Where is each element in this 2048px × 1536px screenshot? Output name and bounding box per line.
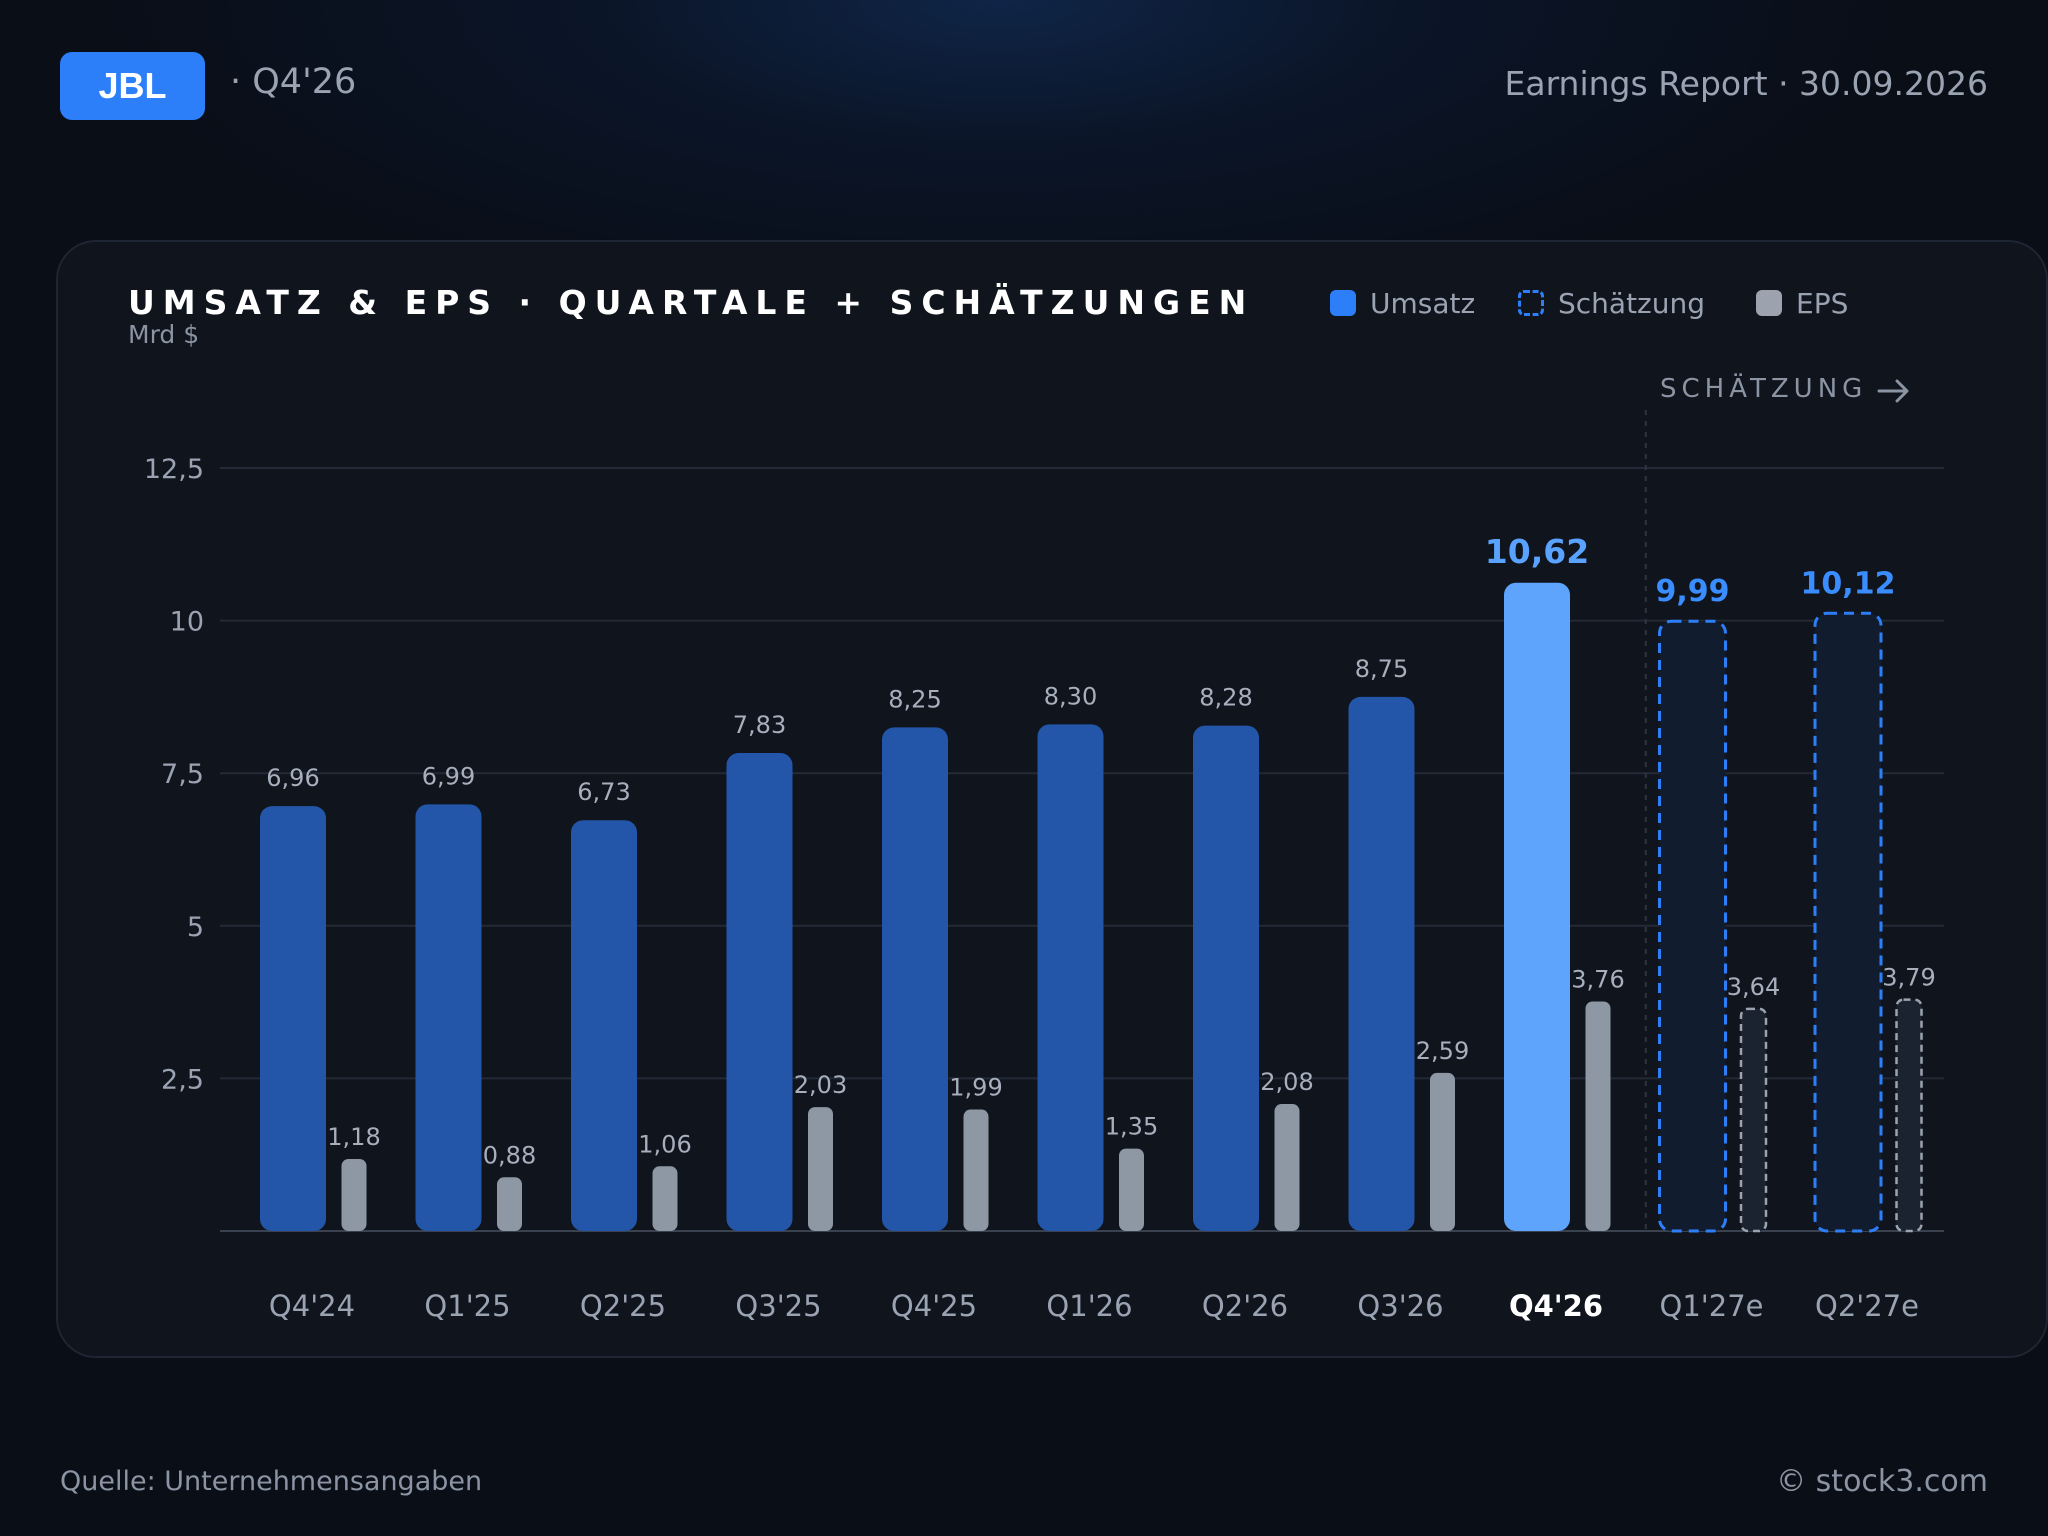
x-category-label: Q4'26	[1509, 1289, 1603, 1323]
revenue-bar	[726, 753, 793, 1231]
eps-value-label: 1,06	[638, 1130, 691, 1158]
revenue-bar	[260, 806, 326, 1231]
eps-bar	[1585, 1001, 1611, 1231]
eps-value-label: 1,18	[327, 1123, 380, 1151]
eps-bar-estimate	[1739, 1007, 1768, 1233]
copyright-note: © stock3.com	[1776, 1464, 1988, 1499]
legend-item-schaetzung: Schätzung	[1518, 286, 1705, 320]
eps-bar	[652, 1166, 678, 1231]
period-label: · Q4'26	[230, 62, 357, 102]
x-category-label: Q3'25	[735, 1289, 821, 1323]
legend-swatch-eps	[1756, 290, 1782, 316]
revenue-value-label: 8,30	[1044, 682, 1097, 710]
report-date-label: Earnings Report · 30.09.2026	[1504, 64, 1989, 103]
eps-value-label: 3,64	[1727, 973, 1780, 1001]
revenue-bar	[1193, 725, 1259, 1231]
x-category-label: Q2'26	[1202, 1289, 1288, 1323]
x-category-label: Q3'26	[1357, 1289, 1443, 1323]
y-tick-label: 7,5	[161, 759, 204, 790]
y-tick-label: 2,5	[161, 1064, 204, 1095]
revenue-value-label: 8,28	[1199, 684, 1252, 712]
eps-bar-estimate	[1895, 998, 1923, 1233]
revenue-value-label: 8,25	[888, 685, 941, 713]
eps-bar	[341, 1158, 367, 1231]
revenue-value-label: 8,75	[1355, 655, 1408, 683]
revenue-bar-estimate	[1813, 611, 1883, 1233]
x-category-label: Q1'26	[1046, 1289, 1132, 1323]
eps-value-label: 2,08	[1260, 1068, 1313, 1096]
legend-label-schaetzung: Schätzung	[1558, 286, 1706, 320]
legend-label-eps: EPS	[1796, 286, 1849, 320]
revenue-value-label: 10,62	[1485, 532, 1589, 571]
y-tick-label: 5	[187, 912, 204, 943]
eps-bar	[1274, 1104, 1300, 1231]
revenue-value-label: 9,99	[1655, 574, 1729, 609]
eps-value-label: 3,76	[1571, 965, 1624, 993]
eps-bar	[1430, 1072, 1455, 1231]
eps-value-label: 1,35	[1105, 1113, 1158, 1141]
revenue-bar	[1348, 696, 1415, 1231]
chart-unit: Mrd $	[128, 320, 200, 349]
eps-bar	[497, 1177, 522, 1231]
revenue-bar	[1504, 582, 1570, 1231]
chart-title: UMSATZ & EPS · QUARTALE + SCHÄTZUNGEN	[128, 283, 1255, 322]
legend-item-umsatz: Umsatz	[1330, 286, 1475, 320]
revenue-bar-estimate	[1658, 619, 1727, 1233]
revenue-bar	[1037, 724, 1104, 1231]
y-tick-label: 12,5	[144, 454, 204, 485]
source-note: Quelle: Unternehmensangaben	[60, 1466, 483, 1497]
y-tick-label: 10	[170, 607, 204, 638]
eps-bar	[963, 1109, 989, 1231]
revenue-value-label: 6,73	[577, 778, 630, 806]
eps-value-label: 3,79	[1882, 964, 1935, 992]
x-category-label: Q2'27e	[1815, 1289, 1919, 1323]
x-category-label: Q4'24	[269, 1289, 355, 1323]
x-category-label: Q2'25	[580, 1289, 666, 1323]
legend-swatch-schaetzung	[1518, 290, 1544, 316]
arrow-right-icon	[1877, 379, 1909, 403]
revenue-value-label: 10,12	[1801, 566, 1896, 601]
revenue-bar	[415, 804, 482, 1231]
ticker-badge: JBL	[60, 52, 205, 120]
eps-value-label: 2,03	[794, 1071, 847, 1099]
eps-bar	[1119, 1148, 1144, 1231]
x-category-label: Q4'25	[891, 1289, 977, 1323]
legend-item-eps: EPS	[1756, 286, 1848, 320]
estimate-section-label: SCHÄTZUNG	[1660, 374, 1868, 404]
revenue-value-label: 7,83	[733, 711, 786, 739]
revenue-bar	[571, 820, 637, 1231]
revenue-value-label: 6,96	[266, 764, 319, 792]
revenue-bar	[882, 727, 948, 1231]
revenue-value-label: 6,99	[422, 762, 475, 790]
legend-label-umsatz: Umsatz	[1370, 286, 1476, 320]
eps-value-label: 1,99	[949, 1074, 1002, 1102]
x-category-label: Q1'27e	[1660, 1289, 1764, 1323]
eps-bar	[808, 1107, 833, 1231]
x-category-label: Q1'25	[424, 1289, 510, 1323]
eps-value-label: 0,88	[483, 1141, 536, 1169]
legend-swatch-umsatz	[1330, 290, 1356, 316]
eps-value-label: 2,59	[1416, 1037, 1469, 1065]
